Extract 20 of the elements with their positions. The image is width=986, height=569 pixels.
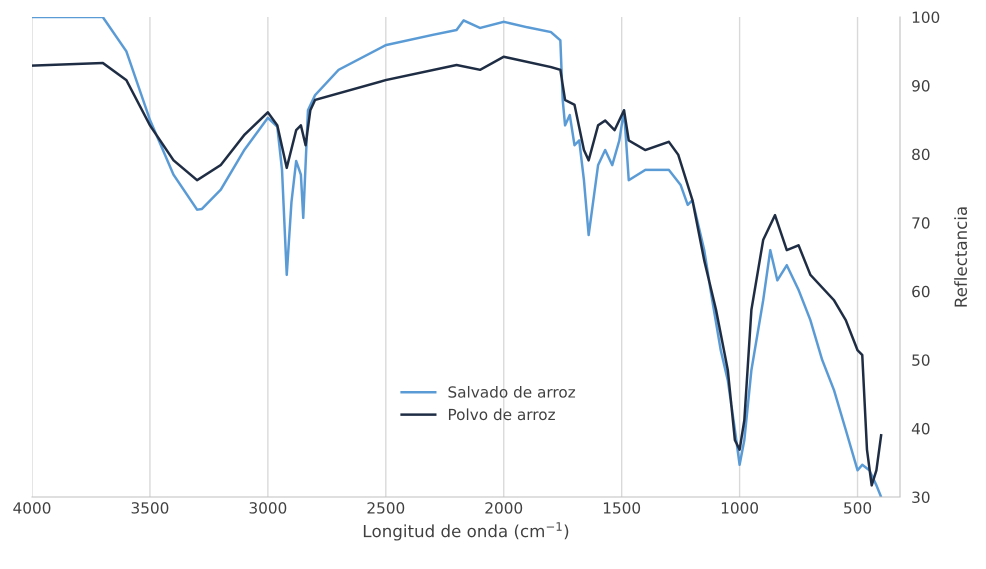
legend-label: Salvado de arroz [448, 386, 576, 398]
x-tick-label: 500 [844, 502, 872, 514]
x-axis-title: Longitud de onda (cm$^{−1}$) [364, 522, 568, 541]
y-tick-label: 50 [912, 354, 930, 366]
x-tick-label: 3000 [250, 502, 286, 514]
x-tick-label: 1000 [722, 502, 758, 514]
x-tick-label: 2000 [485, 502, 522, 514]
y-tick-label: 40 [912, 422, 930, 434]
x-tick-label: 1500 [604, 502, 640, 514]
x-tick-label: 2500 [367, 502, 404, 514]
y-tick-label: 30 [912, 491, 930, 504]
y-tick-label: 70 [912, 217, 930, 229]
x-tick-label: 3500 [132, 502, 168, 514]
y-tick-label: 80 [912, 148, 930, 160]
y-tick-label: 90 [912, 80, 930, 92]
legend-label: Polvo de arroz [448, 408, 555, 420]
y-tick-label: 100 [912, 11, 940, 24]
y-tick-label: 60 [912, 286, 930, 298]
y-axis-title: Reflectancia [954, 207, 968, 307]
x-tick-label: 4000 [13, 502, 50, 514]
